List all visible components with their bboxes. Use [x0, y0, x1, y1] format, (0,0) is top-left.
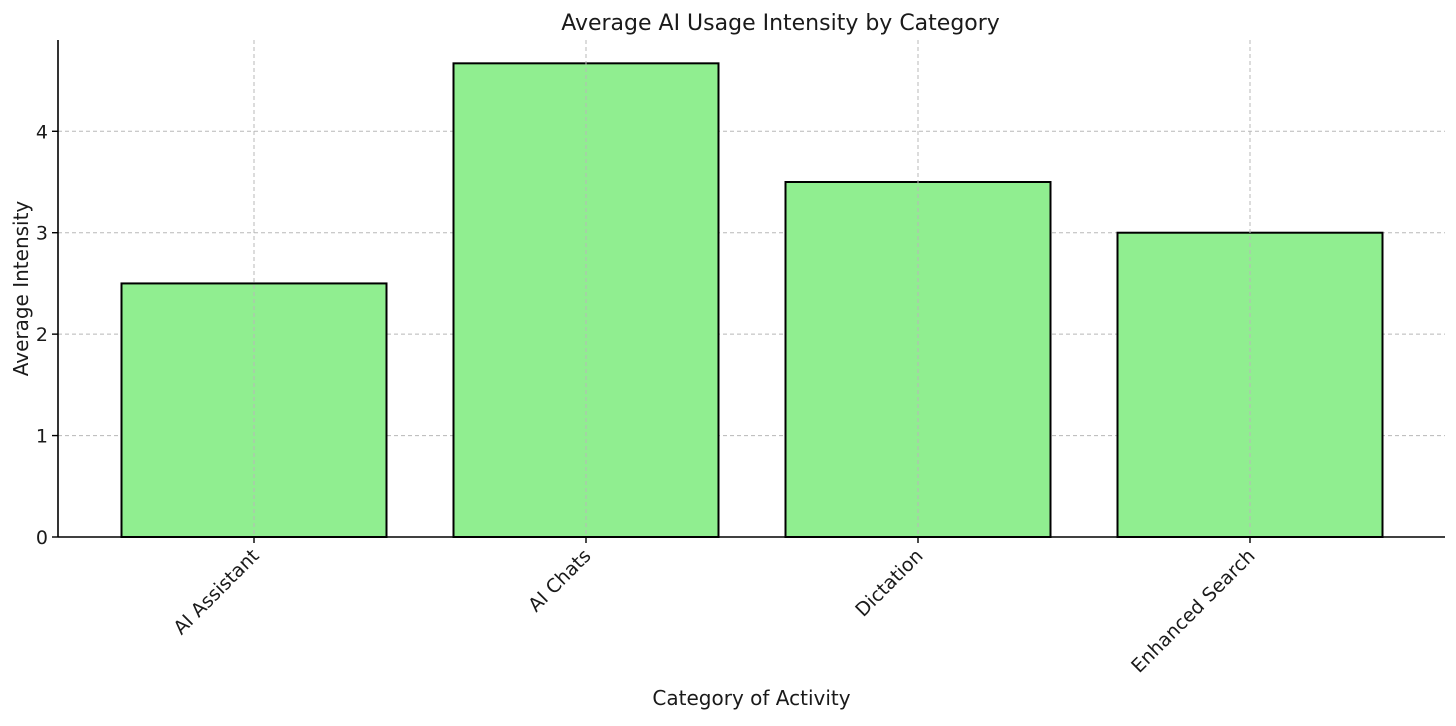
- axes: [57, 40, 1445, 538]
- y-tick-label: 0: [36, 527, 48, 549]
- y-axis-label: Average Intensity: [9, 201, 33, 377]
- x-tick-label: Dictation: [851, 545, 927, 621]
- y-tick-label: 2: [36, 324, 48, 346]
- vertical-grid: [253, 40, 1251, 537]
- y-tick-label: 4: [36, 121, 48, 143]
- y-tick-label: 1: [36, 426, 48, 448]
- x-tick-label: AI Chats: [524, 545, 595, 616]
- x-tick-label: Enhanced Search: [1127, 545, 1259, 677]
- bar-ai-assistant: [120, 282, 388, 538]
- bars: [120, 62, 1384, 538]
- x-tick-label: AI Assistant: [169, 545, 263, 639]
- chart-title: Average AI Usage Intensity by Category: [561, 11, 1000, 36]
- y-tick-label: 3: [36, 223, 48, 245]
- x-axis-label: Category of Activity: [652, 686, 850, 710]
